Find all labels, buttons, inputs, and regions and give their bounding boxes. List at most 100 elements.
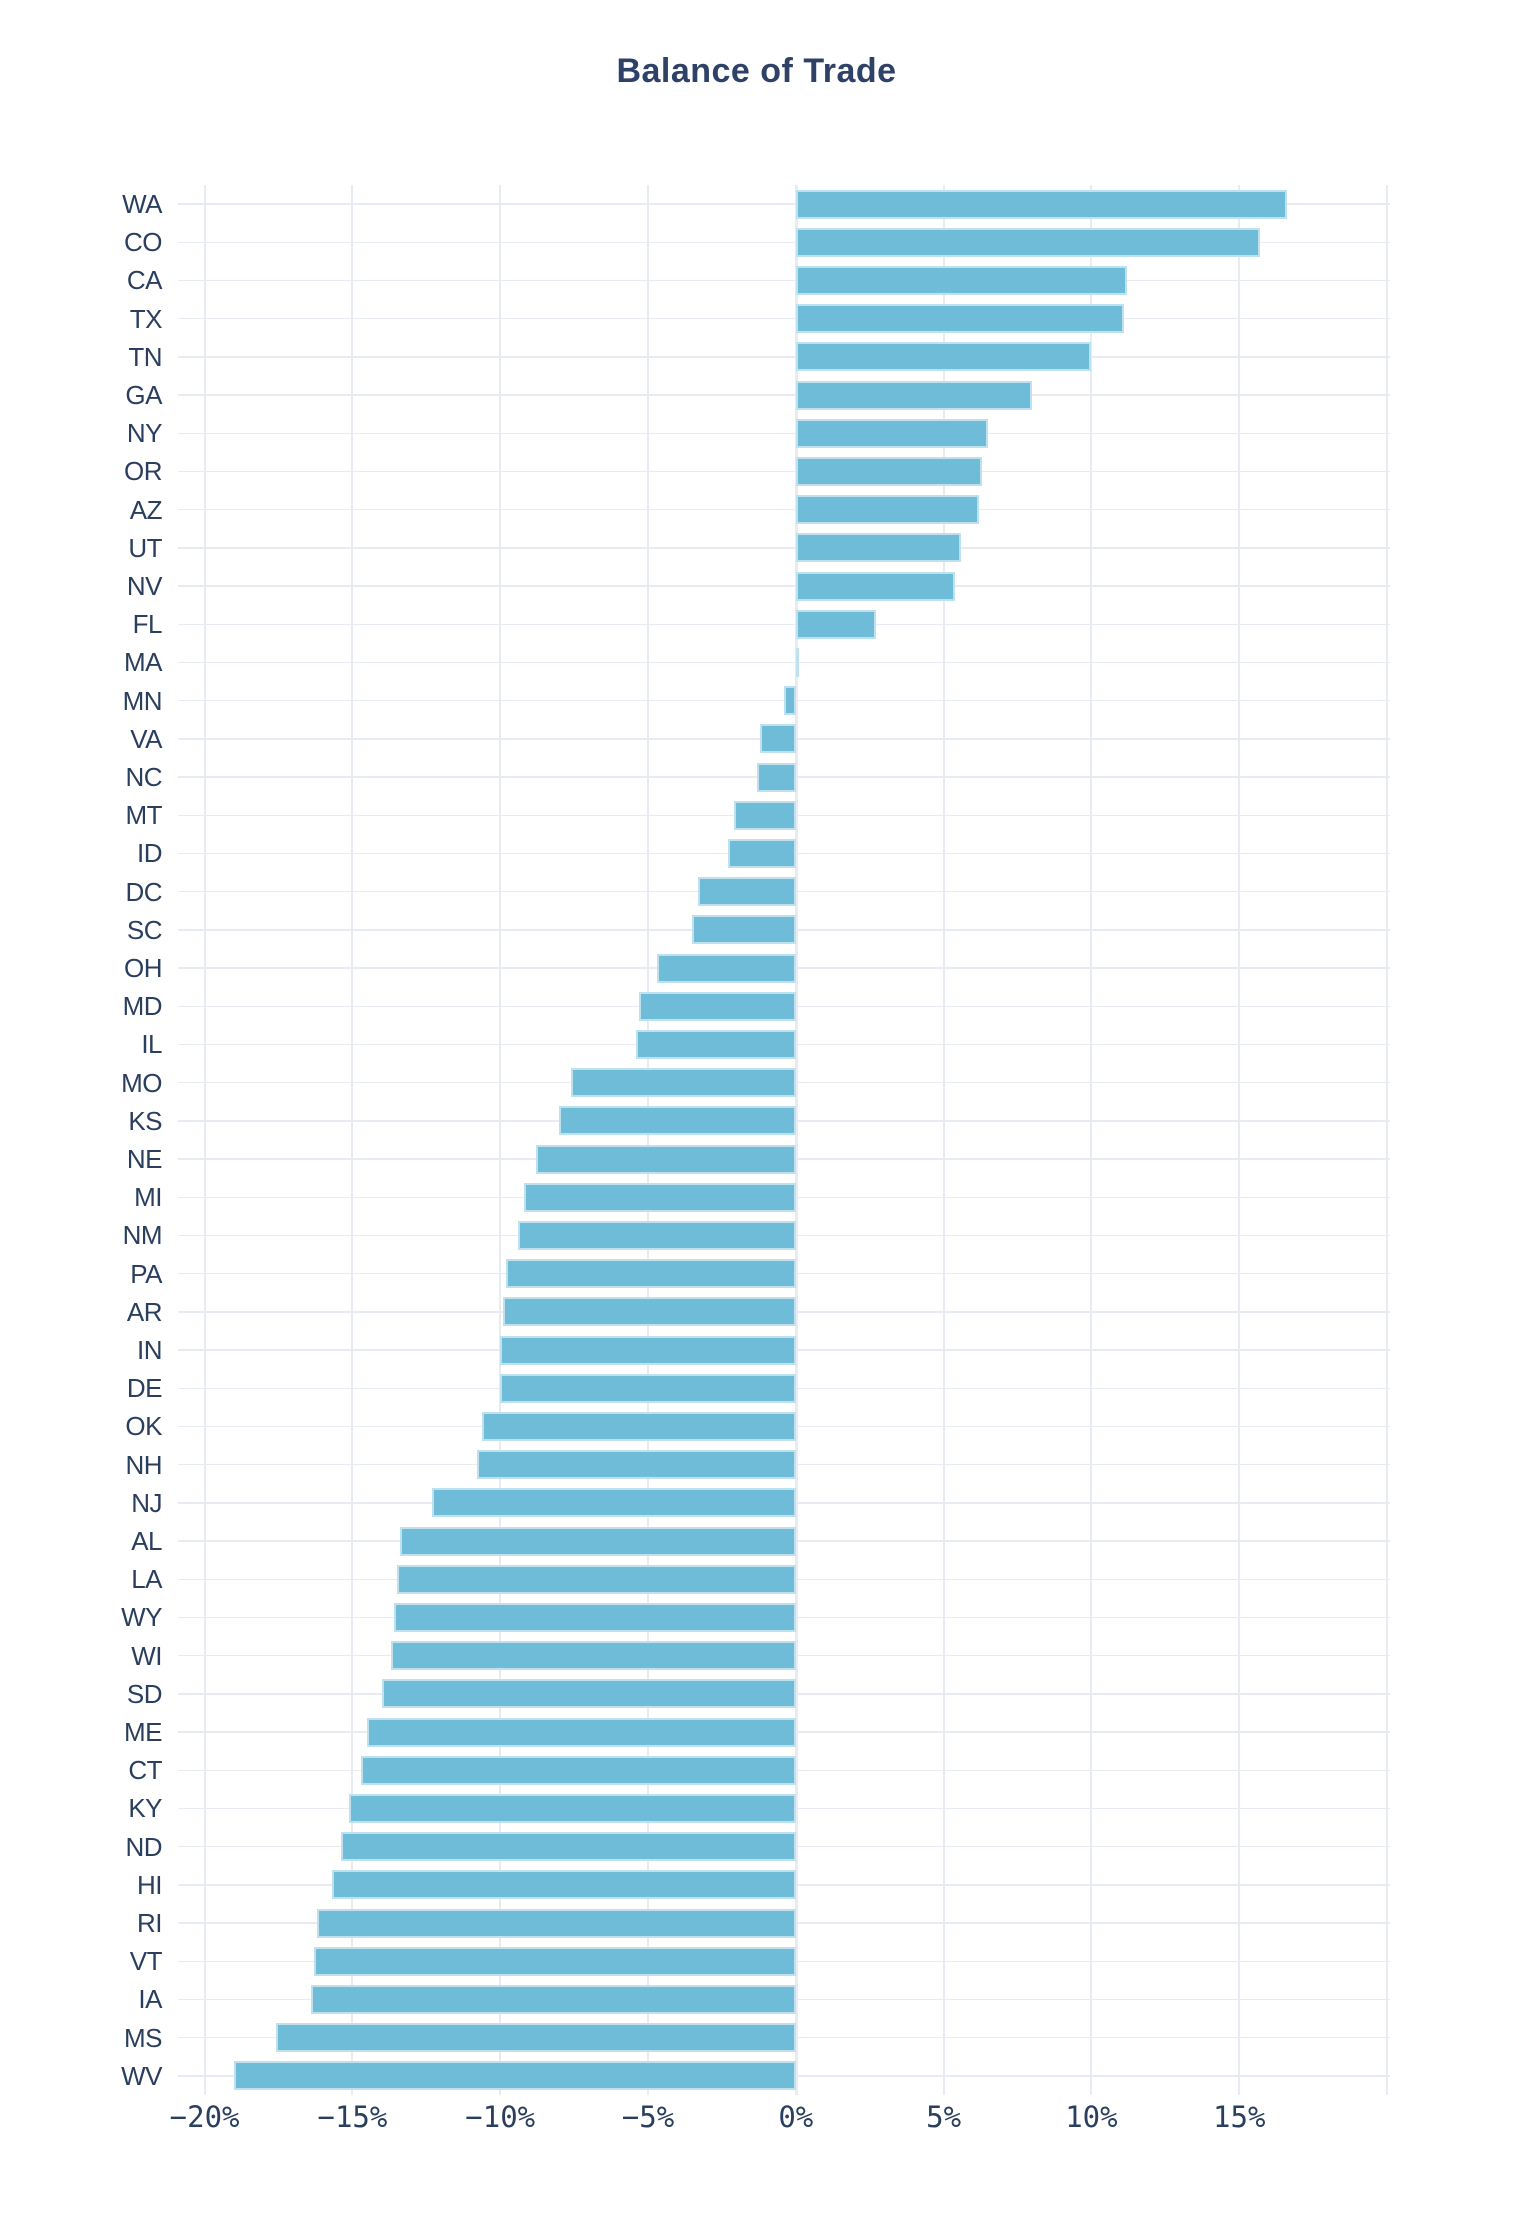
y-axis-label-ID: ID [137, 838, 163, 869]
y-axis-label-AR: AR [126, 1296, 163, 1327]
bar-MA [795, 648, 799, 677]
y-axis-label-CT: CT [128, 1755, 162, 1786]
y-gridline [178, 623, 1390, 626]
y-axis-label-CA: CA [126, 265, 163, 296]
bar-VA [760, 724, 796, 754]
bar-TN [795, 342, 1092, 372]
bar-NV [795, 571, 956, 601]
y-gridline [178, 241, 1390, 244]
y-axis-label-OK: OK [125, 1411, 162, 1442]
x-axis-label: −5% [621, 2100, 675, 2134]
bar-IA [311, 1985, 796, 2014]
bar-KY [349, 1794, 796, 1823]
bar-CT [361, 1755, 796, 1785]
bar-NY [795, 418, 988, 448]
y-axis-label-DC: DC [125, 876, 162, 907]
x-gridline [499, 185, 502, 2095]
y-gridline [178, 547, 1390, 549]
bar-RI [316, 1908, 796, 1938]
bar-CA [795, 266, 1127, 295]
bar-SD [381, 1679, 796, 1709]
bar-AR [503, 1297, 796, 1327]
bar-UT [795, 533, 962, 563]
y-axis-label-LA: LA [131, 1564, 162, 1595]
y-gridline [178, 317, 1390, 320]
y-axis-label-NE: NE [126, 1144, 163, 1174]
bar-OK [482, 1412, 796, 1441]
y-axis-label-NH: NH [125, 1449, 162, 1480]
y-axis-label-KY: KY [128, 1793, 162, 1824]
y-axis-label-GA: GA [125, 380, 162, 410]
bar-SC [692, 915, 796, 945]
y-axis-label-NY: NY [126, 418, 163, 449]
bar-CO [795, 227, 1260, 257]
bar-MT [733, 800, 796, 830]
y-gridline [178, 279, 1390, 282]
y-axis-label-OR: OR [124, 456, 163, 487]
y-axis-label-MI: MI [134, 1182, 162, 1213]
bar-ND [340, 1832, 796, 1862]
bar-MO [571, 1068, 796, 1098]
y-axis-label-DE: DE [126, 1373, 163, 1404]
y-axis-label-MT: MT [125, 800, 162, 831]
bar-MS [275, 2023, 796, 2053]
y-axis-label-MD: MD [122, 991, 163, 1022]
y-axis-label-RI: RI [137, 1908, 163, 1938]
y-axis-label-ND: ND [125, 1831, 162, 1862]
zero-line [794, 185, 798, 2095]
y-axis-label-MO: MO [121, 1067, 162, 1098]
y-axis-label-NJ: NJ [131, 1487, 162, 1518]
bar-NM [517, 1221, 796, 1250]
y-axis-label-MN: MN [122, 685, 163, 716]
y-gridline [178, 356, 1390, 358]
bar-NC [757, 762, 796, 792]
y-axis-label-WY: WY [121, 1602, 162, 1633]
y-axis-label-VT: VT [129, 1946, 163, 1977]
bar-IN [500, 1335, 796, 1365]
y-axis-label-MA: MA [124, 647, 163, 678]
bar-ME [367, 1717, 796, 1747]
bar-WY [393, 1603, 796, 1632]
bar-OR [795, 457, 983, 486]
y-axis-label-WV: WV [121, 2060, 162, 2091]
y-axis-label-NM: NM [122, 1220, 163, 1251]
bar-DE [500, 1373, 796, 1403]
bar-WI [390, 1641, 796, 1671]
bar-AZ [795, 495, 980, 525]
y-axis-label-MS: MS [124, 2022, 163, 2053]
y-gridline [178, 661, 1390, 664]
bar-LA [396, 1564, 796, 1594]
y-axis-label-FL: FL [132, 609, 163, 640]
y-axis-label-CO: CO [124, 227, 163, 258]
bar-VT [313, 1946, 796, 1976]
y-axis-label-IN: IN [137, 1335, 163, 1365]
bar-PA [506, 1259, 796, 1289]
x-axis-label: 15% [1213, 2100, 1266, 2134]
y-axis-label-SD: SD [126, 1678, 163, 1709]
y-axis-label-NV: NV [126, 571, 163, 601]
x-axis-label: 5% [926, 2100, 962, 2134]
bar-MD [639, 991, 796, 1021]
x-gridline [647, 185, 650, 2095]
y-axis-label-TX: TX [129, 303, 163, 334]
y-axis-label-VA: VA [130, 723, 162, 754]
bar-NH [476, 1450, 796, 1480]
bar-IL [636, 1030, 796, 1059]
bar-MI [523, 1182, 796, 1212]
bar-WA [795, 189, 1287, 219]
bar-TX [795, 304, 1124, 334]
plot-area [178, 185, 1390, 2095]
y-axis-label-KS: KS [128, 1105, 162, 1136]
y-axis-label-PA: PA [130, 1258, 162, 1289]
x-gridline [1238, 185, 1241, 2095]
y-axis-label-IL: IL [141, 1029, 162, 1060]
y-axis-label-AZ: AZ [129, 494, 163, 525]
y-axis-label-TN: TN [128, 341, 162, 372]
bar-KS [559, 1106, 796, 1136]
y-gridline [178, 203, 1390, 205]
y-axis-label-AL: AL [131, 1526, 162, 1556]
x-gridline [1386, 185, 1389, 2095]
x-gridline [942, 185, 945, 2095]
bar-NE [535, 1144, 796, 1174]
y-axis-label-WI: WI [131, 1640, 162, 1671]
